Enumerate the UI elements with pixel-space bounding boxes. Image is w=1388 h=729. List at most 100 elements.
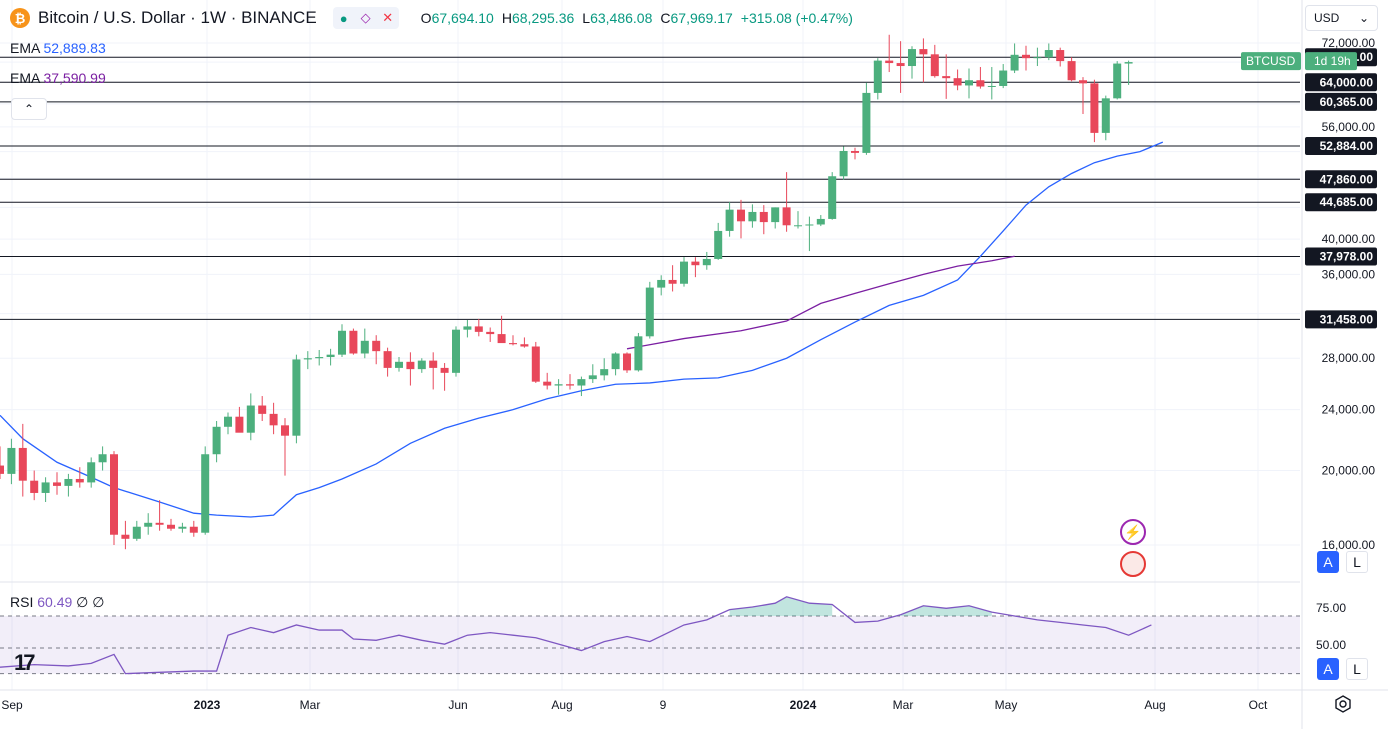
- candle[interactable]: [155, 522, 164, 525]
- candle[interactable]: [634, 336, 643, 371]
- candle[interactable]: [816, 218, 825, 225]
- candle[interactable]: [691, 261, 700, 266]
- candle[interactable]: [1010, 54, 1019, 71]
- candle[interactable]: [338, 330, 346, 355]
- candle[interactable]: [212, 426, 221, 455]
- candle[interactable]: [531, 346, 540, 382]
- candle[interactable]: [725, 209, 734, 231]
- candle[interactable]: [999, 70, 1008, 86]
- candle[interactable]: [657, 279, 666, 288]
- rsi-legend[interactable]: RSI 60.49 ∅ ∅: [10, 594, 105, 610]
- currency-select[interactable]: USD ⌄: [1305, 5, 1378, 31]
- candle[interactable]: [235, 416, 244, 433]
- candle[interactable]: [87, 462, 96, 483]
- candle[interactable]: [577, 379, 586, 386]
- candle[interactable]: [395, 361, 403, 368]
- candle[interactable]: [167, 524, 175, 529]
- candle[interactable]: [1124, 62, 1133, 64]
- candle[interactable]: [509, 343, 517, 345]
- candle[interactable]: [873, 60, 882, 93]
- candle[interactable]: [668, 279, 677, 284]
- candle[interactable]: [839, 150, 848, 177]
- candle[interactable]: [645, 287, 654, 337]
- candle[interactable]: [543, 381, 552, 386]
- candle[interactable]: [976, 80, 985, 87]
- ema-slow-legend[interactable]: EMA 37,590.99: [10, 70, 106, 86]
- candle[interactable]: [349, 330, 358, 354]
- candle[interactable]: [429, 360, 438, 368]
- candle[interactable]: [98, 454, 107, 463]
- candle[interactable]: [885, 60, 894, 64]
- event-flash-icon[interactable]: ⚡: [1120, 519, 1146, 545]
- candle[interactable]: [1079, 80, 1087, 84]
- candle[interactable]: [1022, 54, 1030, 59]
- candle[interactable]: [965, 80, 973, 86]
- candle[interactable]: [851, 150, 859, 153]
- candle[interactable]: [611, 353, 620, 370]
- candle[interactable]: [246, 405, 255, 433]
- candle[interactable]: [714, 230, 723, 259]
- candle[interactable]: [942, 76, 951, 79]
- candle[interactable]: [406, 361, 415, 370]
- ema-fast-legend[interactable]: EMA 52,889.83: [10, 40, 106, 56]
- candle[interactable]: [862, 92, 871, 153]
- candle[interactable]: [110, 454, 118, 535]
- close-icon[interactable]: ✕: [382, 10, 394, 25]
- candle[interactable]: [41, 482, 50, 493]
- candle[interactable]: [326, 354, 335, 358]
- candle[interactable]: [383, 351, 392, 368]
- candle[interactable]: [486, 331, 495, 335]
- candle[interactable]: [224, 416, 232, 427]
- candle[interactable]: [930, 54, 939, 77]
- candle[interactable]: [474, 326, 483, 332]
- candle[interactable]: [1090, 83, 1099, 133]
- alert-icon[interactable]: ◇: [360, 10, 371, 25]
- log-scale-button[interactable]: L: [1346, 551, 1368, 573]
- candle[interactable]: [121, 534, 130, 539]
- candle[interactable]: [748, 211, 757, 222]
- gear-icon[interactable]: [1333, 694, 1353, 714]
- rsi-log-scale-button[interactable]: L: [1346, 658, 1368, 680]
- candle[interactable]: [953, 78, 962, 86]
- candle[interactable]: [258, 405, 267, 414]
- candle[interactable]: [520, 344, 529, 347]
- candle[interactable]: [1033, 57, 1042, 59]
- candle[interactable]: [292, 359, 301, 436]
- candle[interactable]: [919, 49, 928, 55]
- candle[interactable]: [281, 425, 289, 436]
- candle[interactable]: [463, 326, 472, 330]
- candle[interactable]: [554, 384, 563, 386]
- candle[interactable]: [759, 211, 768, 223]
- candle[interactable]: [178, 526, 187, 529]
- candle[interactable]: [782, 207, 791, 226]
- candle[interactable]: [144, 522, 153, 527]
- candle[interactable]: [896, 63, 905, 67]
- candle[interactable]: [702, 258, 711, 266]
- candle[interactable]: [497, 334, 506, 344]
- candle[interactable]: [794, 225, 802, 227]
- candle[interactable]: [623, 353, 631, 371]
- symbol-title[interactable]: Bitcoin / U.S. Dollar · 1W · BINANCE: [38, 8, 317, 27]
- candle[interactable]: [566, 384, 574, 386]
- collapse-legend-button[interactable]: ⌃: [11, 98, 47, 120]
- candle[interactable]: [440, 367, 449, 373]
- candle[interactable]: [987, 85, 996, 87]
- price-axis[interactable]: [1302, 0, 1388, 729]
- candle[interactable]: [7, 447, 16, 474]
- rsi-auto-scale-button[interactable]: A: [1317, 658, 1339, 680]
- candle[interactable]: [908, 49, 916, 67]
- candle[interactable]: [75, 478, 84, 483]
- candle[interactable]: [269, 413, 278, 426]
- candle[interactable]: [771, 207, 780, 223]
- candle[interactable]: [201, 454, 210, 533]
- candle[interactable]: [303, 358, 312, 360]
- candle[interactable]: [30, 480, 39, 493]
- candle[interactable]: [360, 340, 369, 354]
- candle[interactable]: [53, 482, 61, 486]
- us-economic-event-icon[interactable]: [1120, 551, 1146, 577]
- candle[interactable]: [189, 526, 198, 533]
- candle[interactable]: [1101, 98, 1110, 133]
- candle[interactable]: [372, 340, 381, 352]
- dot-icon[interactable]: ●: [339, 10, 348, 26]
